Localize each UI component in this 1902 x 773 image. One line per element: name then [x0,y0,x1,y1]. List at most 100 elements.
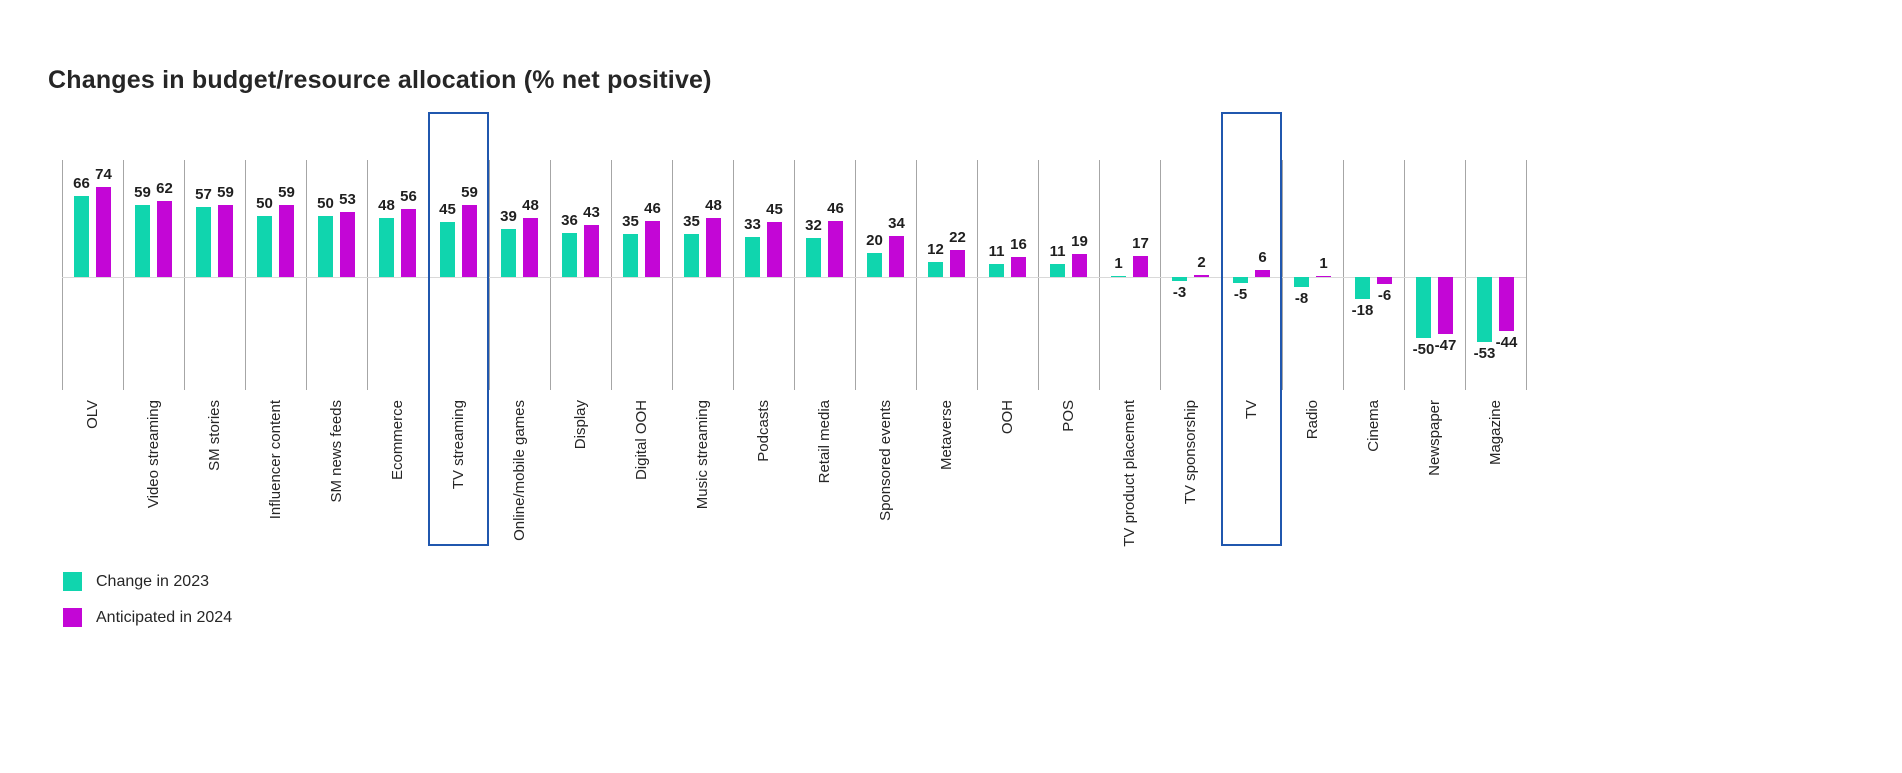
bar-value-label: 36 [561,212,578,230]
category-label: Magazine [1486,400,1504,466]
bar-value-label: 35 [622,213,639,231]
bar-anticipated-in-2024 [401,208,416,277]
category-label: Display [571,400,589,450]
category-separator-line [1099,160,1100,390]
bar-value-label: 48 [705,197,722,215]
bar-value-label: 32 [805,216,822,234]
bar-anticipated-in-2024 [523,218,538,277]
bar-value-label: 50 [256,195,273,212]
bar-change-in-2023 [501,229,516,277]
bar-value-label: 17 [1132,235,1149,253]
bar-value-label: 59 [461,184,478,202]
category-label: Music streaming [693,400,711,510]
category-separator-line [855,160,856,390]
category-separator-line [306,160,307,390]
category-separator-line [1282,160,1283,390]
legend-label: Change in 2023 [96,572,209,590]
zero-axis-line [62,277,1526,278]
category-separator-line [794,160,795,390]
bar-change-in-2023 [440,222,455,277]
bar-change-in-2023 [989,263,1004,277]
bar-change-in-2023 [684,234,699,277]
bar-change-in-2023 [1355,277,1370,299]
category-separator-line [1343,160,1344,390]
bar-value-label: 33 [744,215,761,233]
bar-anticipated-in-2024 [706,218,721,277]
bar-value-label: -44 [1495,333,1518,351]
legend-swatch-change-in-2023 [63,572,82,591]
bar-anticipated-in-2024 [828,220,843,277]
category-label: Metaverse [937,400,955,471]
legend-swatch-anticipated-in-2024 [63,608,82,627]
category-separator-line [916,160,917,390]
bar-value-label: 12 [927,241,944,259]
highlight-box [428,112,489,546]
bar-value-label: 1 [1114,254,1123,272]
bar-value-label: 50 [317,195,334,212]
highlight-box [1221,112,1282,546]
bar-anticipated-in-2024 [1499,277,1514,331]
bar-value-label: 19 [1071,232,1088,250]
bar-change-in-2023 [1294,277,1309,287]
bar-value-label: 46 [644,199,661,217]
bar-change-in-2023 [1050,263,1065,277]
bar-anticipated-in-2024 [1316,275,1331,277]
category-separator-line [489,160,490,390]
bar-value-label: 74 [95,165,112,183]
bar-value-label: 11 [1049,242,1066,260]
category-label: Ecommerce [388,400,406,481]
bar-change-in-2023 [562,233,577,277]
bar-change-in-2023 [257,216,272,277]
bar-change-in-2023 [135,205,150,277]
category-label: Influencer content [266,400,284,520]
bar-value-label: 46 [827,199,844,217]
category-separator-line [1038,160,1039,390]
bar-value-label: 59 [134,184,151,202]
bar-anticipated-in-2024 [1255,269,1270,277]
category-label: TV product placement [1120,400,1138,547]
bar-value-label: 35 [683,213,700,231]
bar-anticipated-in-2024 [1011,257,1026,277]
bar-value-label: 43 [583,203,600,221]
bar-anticipated-in-2024 [157,201,172,277]
bar-change-in-2023 [1233,277,1248,284]
category-separator-line [977,160,978,390]
bar-value-label: -50 [1412,341,1435,358]
bar-change-in-2023 [1172,277,1187,281]
bar-anticipated-in-2024 [1133,256,1148,277]
bar-value-label: 56 [400,187,417,205]
category-label: Online/mobile games [510,400,528,541]
category-separator-line [550,160,551,390]
bar-value-label: -3 [1172,283,1187,301]
bar-change-in-2023 [1477,277,1492,342]
category-label: Cinema [1364,400,1382,452]
bar-value-label: -6 [1377,287,1392,305]
bar-change-in-2023 [867,252,882,277]
category-label: POS [1059,400,1077,432]
bar-value-label: 11 [988,242,1005,260]
category-label: Retail media [815,400,833,484]
category-label: Sponsored events [876,400,894,521]
bar-anticipated-in-2024 [96,186,111,277]
bar-value-label: -5 [1233,286,1248,304]
bar-value-label: -18 [1351,301,1374,319]
category-label: Video streaming [144,400,162,509]
category-label: SM stories [205,400,223,471]
bar-change-in-2023 [928,262,943,277]
category-separator-line [1526,160,1527,390]
bar-value-label: 22 [949,229,966,247]
bar-anticipated-in-2024 [645,220,660,277]
category-label: Radio [1303,400,1321,440]
bar-change-in-2023 [806,237,821,277]
bar-anticipated-in-2024 [1194,274,1209,277]
category-separator-line [1404,160,1405,390]
bar-anticipated-in-2024 [584,224,599,277]
bar-value-label: -47 [1434,337,1457,355]
bar-anticipated-in-2024 [889,235,904,277]
bar-value-label: 45 [439,201,456,219]
bar-anticipated-in-2024 [1438,277,1453,335]
bar-value-label: -8 [1294,289,1309,307]
category-label: OOH [998,400,1016,435]
